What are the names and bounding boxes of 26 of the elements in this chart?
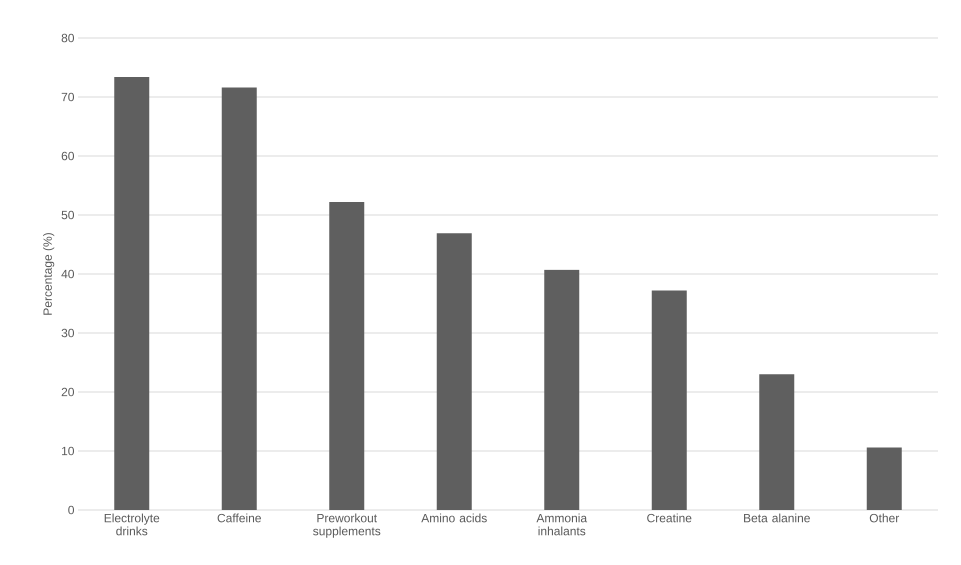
x-tick-label: Ammonia inhalants [536, 514, 588, 536]
bar [652, 290, 687, 510]
y-tick-label: 0 [68, 506, 74, 514]
y-tick-label: 50 [62, 210, 74, 220]
x-tick-label: Preworkout supplements [313, 514, 380, 538]
y-axis-title: Percentage (%) [43, 233, 54, 315]
y-tick-label: 80 [62, 34, 74, 42]
y-tick-label: 70 [62, 92, 74, 102]
bar [866, 447, 902, 510]
y-tick-label: 20 [62, 388, 74, 396]
x-tick-label: Other [870, 514, 900, 522]
x-tick-label: Beta alanine [744, 514, 810, 522]
y-tick-label: 40 [61, 270, 74, 278]
y-tick-label: 30 [62, 328, 74, 338]
bar [436, 233, 472, 510]
y-tick-label: 60 [62, 152, 74, 160]
x-tick-label: Caffeine [218, 514, 261, 522]
y-tick-label: 10 [62, 446, 74, 456]
x-tick-label: Amino acids [421, 514, 487, 522]
x-tick-label: Electrolyte drinks [104, 514, 160, 536]
x-tick-label: Creatine [647, 514, 692, 522]
bar [114, 76, 150, 510]
bar [222, 88, 257, 510]
bar [759, 374, 794, 510]
bar [329, 202, 364, 510]
bar [544, 270, 580, 510]
